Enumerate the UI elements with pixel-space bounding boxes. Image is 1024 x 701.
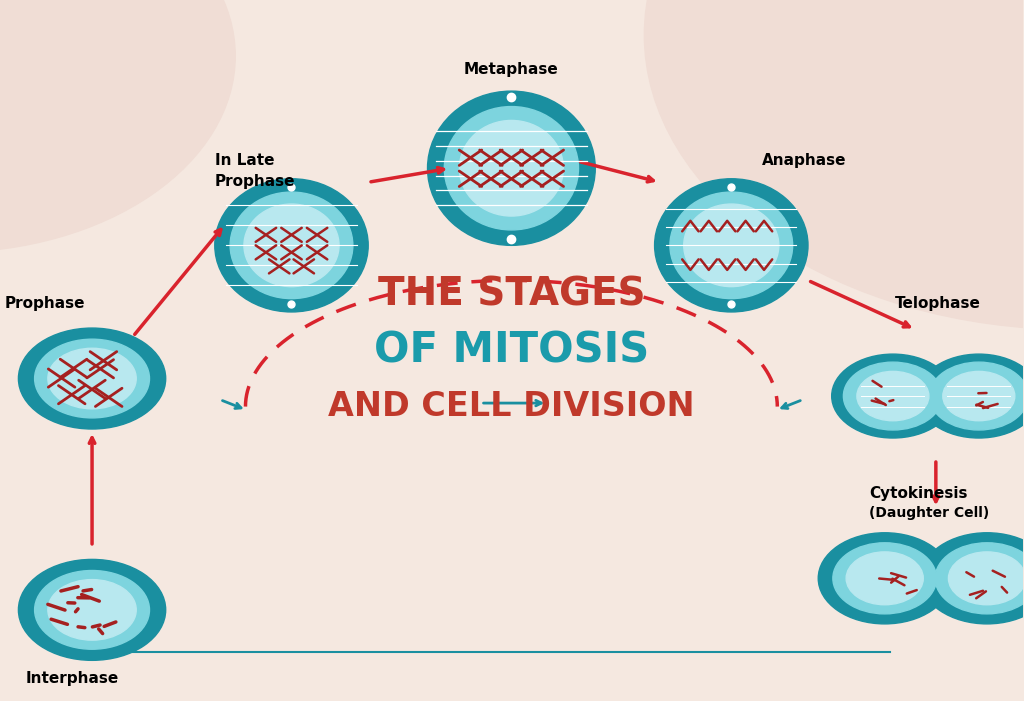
Circle shape	[857, 372, 929, 421]
Circle shape	[18, 559, 166, 660]
Ellipse shape	[684, 204, 779, 287]
Ellipse shape	[244, 204, 339, 287]
Circle shape	[948, 552, 1024, 605]
Circle shape	[818, 533, 951, 624]
Circle shape	[918, 354, 1024, 438]
Text: Prophase: Prophase	[5, 297, 86, 311]
Circle shape	[0, 0, 236, 252]
Circle shape	[935, 543, 1024, 614]
Circle shape	[35, 571, 150, 649]
Ellipse shape	[230, 192, 353, 299]
Circle shape	[921, 533, 1024, 624]
Circle shape	[48, 580, 136, 640]
Text: Cytokinesis: Cytokinesis	[869, 486, 968, 501]
Circle shape	[930, 362, 1024, 430]
Circle shape	[833, 543, 937, 614]
Text: Prophase: Prophase	[215, 174, 295, 189]
Circle shape	[844, 362, 942, 430]
Text: (Daughter Cell): (Daughter Cell)	[869, 505, 989, 519]
Circle shape	[644, 0, 1024, 329]
Text: Metaphase: Metaphase	[464, 62, 559, 76]
Text: In Late: In Late	[215, 153, 274, 168]
Ellipse shape	[654, 179, 808, 312]
Circle shape	[831, 354, 954, 438]
Circle shape	[48, 348, 136, 409]
Text: AND CELL DIVISION: AND CELL DIVISION	[328, 390, 694, 423]
Text: Interphase: Interphase	[26, 672, 119, 686]
Ellipse shape	[460, 121, 563, 216]
Ellipse shape	[215, 179, 369, 312]
Text: OF MITOSIS: OF MITOSIS	[374, 329, 649, 372]
Text: Telophase: Telophase	[895, 297, 981, 311]
Circle shape	[846, 552, 924, 605]
Circle shape	[18, 328, 166, 429]
Ellipse shape	[444, 107, 579, 230]
Circle shape	[35, 339, 150, 418]
Ellipse shape	[670, 192, 793, 299]
Circle shape	[943, 372, 1015, 421]
Ellipse shape	[428, 91, 595, 245]
Text: Anaphase: Anaphase	[762, 153, 847, 168]
Text: THE STAGES: THE STAGES	[378, 275, 645, 313]
